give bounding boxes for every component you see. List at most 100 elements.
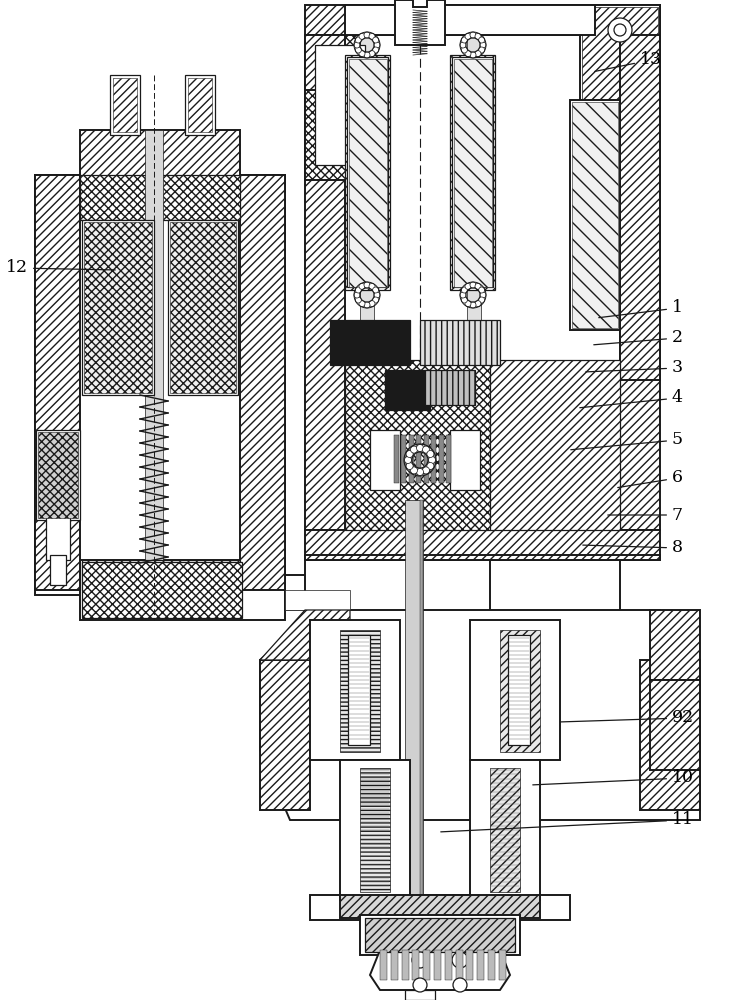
Circle shape xyxy=(364,32,370,38)
Bar xyxy=(360,35,374,555)
Bar xyxy=(570,100,620,330)
Circle shape xyxy=(470,32,476,38)
Circle shape xyxy=(427,462,434,470)
Polygon shape xyxy=(454,59,492,287)
Bar xyxy=(110,75,140,135)
Circle shape xyxy=(416,468,424,476)
Bar xyxy=(315,45,365,165)
Bar xyxy=(394,435,399,483)
Text: 6: 6 xyxy=(618,470,683,488)
Bar xyxy=(405,990,435,1000)
Polygon shape xyxy=(360,768,390,892)
Bar xyxy=(650,680,700,770)
Circle shape xyxy=(373,297,379,303)
Circle shape xyxy=(422,467,430,474)
Circle shape xyxy=(405,456,411,464)
Circle shape xyxy=(478,47,485,53)
Polygon shape xyxy=(349,59,387,287)
Circle shape xyxy=(422,446,430,453)
Bar xyxy=(467,35,481,555)
Polygon shape xyxy=(620,35,660,380)
Bar xyxy=(413,0,427,7)
Polygon shape xyxy=(345,55,390,290)
Bar xyxy=(420,320,500,365)
Bar xyxy=(488,950,495,980)
Circle shape xyxy=(461,297,467,303)
Bar xyxy=(424,435,429,483)
Circle shape xyxy=(608,18,632,42)
Bar xyxy=(185,75,215,135)
Circle shape xyxy=(470,282,476,288)
Circle shape xyxy=(614,24,626,36)
Bar xyxy=(402,950,408,980)
Bar xyxy=(499,950,506,980)
Text: 2: 2 xyxy=(594,330,683,347)
Circle shape xyxy=(359,283,365,289)
Circle shape xyxy=(359,33,365,39)
Bar xyxy=(508,635,530,745)
Bar xyxy=(447,435,452,483)
Bar xyxy=(423,950,430,980)
Polygon shape xyxy=(35,175,80,590)
Circle shape xyxy=(475,301,481,307)
Polygon shape xyxy=(82,562,242,618)
Circle shape xyxy=(374,292,380,298)
Circle shape xyxy=(355,297,361,303)
Polygon shape xyxy=(260,610,700,820)
Bar xyxy=(145,130,163,600)
Bar xyxy=(405,500,423,930)
Polygon shape xyxy=(305,555,660,560)
Bar xyxy=(452,57,493,287)
Circle shape xyxy=(480,42,486,48)
Circle shape xyxy=(413,978,427,992)
Circle shape xyxy=(416,444,424,452)
Bar xyxy=(413,950,419,980)
Polygon shape xyxy=(84,222,152,393)
Bar xyxy=(168,220,238,395)
Polygon shape xyxy=(113,78,137,132)
Circle shape xyxy=(374,42,380,48)
Polygon shape xyxy=(35,175,285,595)
Bar xyxy=(347,57,388,287)
Text: 11: 11 xyxy=(441,812,694,832)
Circle shape xyxy=(452,952,468,968)
Bar xyxy=(345,5,595,35)
Circle shape xyxy=(369,51,375,57)
Polygon shape xyxy=(582,7,658,122)
Bar xyxy=(395,0,445,45)
Text: 8: 8 xyxy=(583,540,683,556)
Polygon shape xyxy=(450,55,495,290)
Polygon shape xyxy=(80,560,285,620)
Bar xyxy=(380,950,387,980)
Polygon shape xyxy=(240,175,285,590)
Bar xyxy=(50,555,66,585)
Polygon shape xyxy=(80,175,240,220)
Bar xyxy=(580,5,660,125)
Circle shape xyxy=(364,302,370,308)
Text: 3: 3 xyxy=(586,360,683,376)
Bar xyxy=(420,500,423,930)
Text: 10: 10 xyxy=(533,770,694,786)
Polygon shape xyxy=(305,530,660,560)
Circle shape xyxy=(478,287,485,293)
Bar xyxy=(82,220,154,395)
Circle shape xyxy=(470,302,476,308)
Polygon shape xyxy=(82,560,240,590)
Bar xyxy=(340,760,410,900)
Polygon shape xyxy=(650,610,700,680)
Bar xyxy=(416,435,422,483)
Polygon shape xyxy=(370,950,510,990)
Circle shape xyxy=(373,287,379,293)
Circle shape xyxy=(355,287,361,293)
Text: 5: 5 xyxy=(570,432,683,450)
Bar xyxy=(348,635,370,745)
Circle shape xyxy=(461,287,467,293)
Circle shape xyxy=(355,47,361,53)
Bar xyxy=(477,950,484,980)
Circle shape xyxy=(475,51,481,57)
Polygon shape xyxy=(285,590,350,610)
Circle shape xyxy=(364,282,370,288)
Polygon shape xyxy=(305,35,375,180)
Bar xyxy=(467,950,473,980)
Circle shape xyxy=(411,446,417,453)
